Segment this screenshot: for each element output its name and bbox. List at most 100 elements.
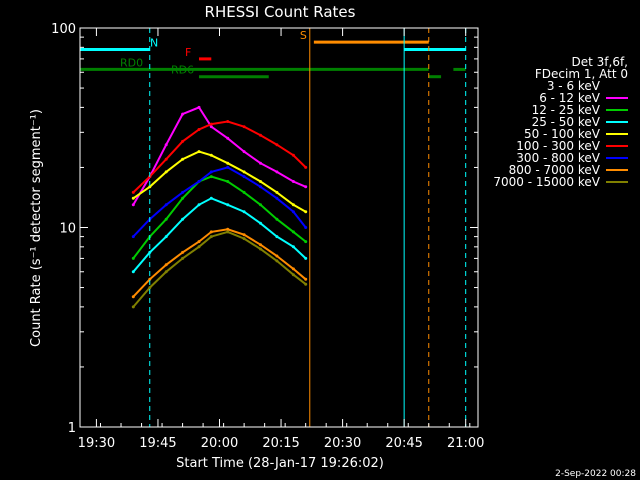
series-1-point-10 [291,180,295,183]
series-2-point-8 [259,203,262,207]
footer-date: 2-Sep-2022 00:28 [555,469,636,479]
legend-label-1: 6 - 12 keV [539,91,601,105]
series-line-2 [132,175,307,260]
series-0-point-4 [197,90,201,94]
series-8-point-11 [304,282,308,286]
legend-header-line-1: Det 3f,6f, [572,55,629,69]
series-4-point-4 [197,150,201,154]
x-tick-label-4: 20:30 [324,436,361,451]
series-7-point-1 [148,277,152,281]
series-1-point-2 [164,143,168,147]
series-0-point-3 [181,101,185,105]
series-8-point-3 [181,256,185,260]
series-5-point-10 [291,153,295,157]
series-8-point-0 [131,305,135,309]
series-5-point-8 [259,133,262,137]
series-4-point-7 [242,170,246,174]
series-3-point-2 [164,235,168,239]
series-3-point-3 [181,217,185,221]
series-7-point-2 [164,263,168,267]
legend-label-0: 3 - 6 keV [547,79,601,93]
series-2-point-6 [226,180,230,183]
series-7-point-6 [226,227,230,231]
series-5-point-6 [226,120,230,123]
series-4-point-2 [164,170,168,174]
series-8-point-1 [148,286,152,290]
series-3-point-0 [131,270,135,274]
y-axis-label: Count Rate (s⁻¹ detector segment⁻¹) [29,109,44,347]
x-axis-label: Start Time (28-Jan-17 19:26:02) [176,456,384,471]
series-7-point-8 [259,243,262,247]
series-6-point-8 [259,185,262,189]
series-2-point-2 [164,217,168,221]
series-3-point-5 [209,196,213,200]
series-3-point-11 [304,256,308,260]
series-3-point-7 [242,210,246,214]
series-4-point-11 [304,210,308,214]
series-6-point-2 [164,203,168,207]
series-4-point-10 [291,203,295,207]
series-6-point-6 [226,165,230,169]
series-8-point-8 [259,247,262,251]
legend-label-6: 300 - 800 keV [516,151,600,165]
flag-label-n: N [150,37,158,50]
series-1-point-6 [226,136,230,140]
series-7-point-10 [291,267,295,271]
flag-label-s: S [300,29,307,42]
series-6-point-3 [181,190,185,194]
series-6-point-7 [242,175,246,179]
series-1-point-0 [131,203,135,207]
series-2-point-5 [209,175,213,179]
series-1-point-11 [304,185,308,189]
series-5-point-3 [181,139,185,143]
series-3-point-10 [291,245,295,249]
series-3-point-8 [259,221,262,225]
series-4-point-3 [181,157,185,161]
series-2-point-9 [275,217,279,221]
series-4-point-5 [209,153,213,157]
series-0-point-8 [259,136,262,140]
flag-label-f: F [185,46,191,59]
series-line-0 [132,90,307,193]
series-6-point-11 [304,226,308,229]
legend-label-3: 25 - 50 keV [532,115,601,129]
series-3-point-1 [148,250,152,254]
series-8-point-4 [197,245,201,249]
series-0-point-9 [275,146,279,150]
series-0-point-5 [209,97,213,101]
y-tick-label-2: 100 [51,22,76,37]
series-8-point-9 [275,259,279,263]
series-3-point-4 [197,203,201,207]
series-8-point-2 [164,270,168,274]
series-1-point-7 [242,150,246,154]
series-4-point-0 [131,196,135,200]
series-4-point-9 [275,190,279,194]
flag-bars: N S F RD0 RD6 [80,29,466,79]
series-5-point-7 [242,125,246,129]
series-7-point-9 [275,254,279,258]
series-1-point-4 [197,105,201,109]
flag-label-rd0: RD0 [120,56,143,69]
series-7-point-11 [304,277,308,281]
legend-label-7: 800 - 7000 keV [509,163,601,177]
series-7-point-3 [181,250,185,254]
series-5-point-4 [197,128,201,131]
series-1-point-8 [259,161,262,165]
series-6-point-5 [209,170,213,174]
series-line-7 [132,228,307,298]
series-1-point-3 [181,112,185,116]
x-tick-label-5: 20:45 [385,436,422,451]
series-3-point-6 [226,203,230,207]
series-6-point-0 [131,235,135,239]
x-tick-label-6: 21:00 [447,436,484,451]
plot-area [131,90,308,309]
x-axis: 19:30 19:45 20:00 20:15 20:30 20:45 21:00 [78,28,484,451]
series-6-point-9 [275,196,279,200]
series-7-point-5 [209,230,213,234]
series-line-3 [132,197,307,273]
series-7-point-0 [131,295,135,299]
series-2-point-10 [291,230,295,234]
y-axis: 1 10 100 [51,22,478,436]
chart-title: RHESSI Count Rates [205,3,356,21]
